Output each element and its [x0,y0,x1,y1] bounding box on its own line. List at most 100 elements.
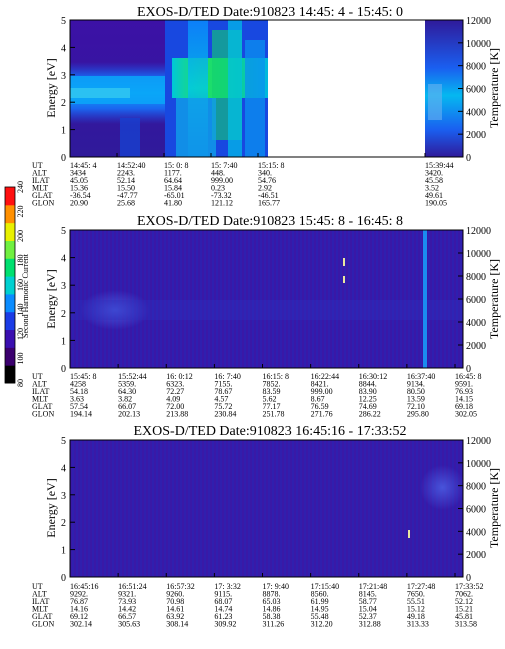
y2-tick-label: 4000 [466,318,486,329]
eph-row-label: MLT [32,605,48,614]
eph-cell: 302.05 [455,410,477,419]
y2-tick-label: 0 [466,573,471,584]
eph-cell: 75.72 [214,402,232,411]
eph-cell: 16:45:16 [70,582,98,591]
eph-row-label: ILAT [32,387,49,396]
eph-cell: -46.51 [258,191,279,200]
y2-axis-label: Temperature [K] [487,259,501,339]
eph-cell: 9115. [214,590,232,599]
eph-cell: 15.12 [407,605,425,614]
y2-tick-label: 2000 [466,550,486,561]
y-tick-label: 3 [61,281,66,292]
colorbar-tick-label: 100 [16,353,25,365]
eph-cell: 3420. [425,169,443,178]
eph-cell: 63.92 [166,612,184,621]
eph-cell: 14.15 [455,395,473,404]
eph-cell: 74.69 [359,402,377,411]
eph-cell: 17:21:48 [359,582,387,591]
eph-cell: 52.14 [117,176,135,185]
eph-cell: 230.84 [214,410,236,419]
eph-cell: 73.93 [118,597,136,606]
eph-cell: 15: 0: 8 [164,161,188,170]
eph-cell: 308.14 [166,620,188,629]
eph-cell: 202.13 [118,410,140,419]
y-tick-label: 5 [61,436,66,447]
eph-cell: 312.88 [359,620,381,629]
eph-cell: 190.05 [425,199,447,208]
eph-row-label: GLAT [32,402,53,411]
eph-cell: 16:57:32 [166,582,194,591]
spectrogram-image [70,20,463,157]
y2-tick-label: 10000 [466,249,491,260]
y-tick-label: 0 [61,153,66,164]
eph-cell: 76.93 [455,387,473,396]
y-tick-label: 3 [61,71,66,82]
eph-cell: 309.92 [214,620,236,629]
y-tick-label: 2 [61,98,66,109]
eph-cell: 251.78 [263,410,285,419]
eph-cell: 313.33 [407,620,429,629]
colorbar-tick-label: 240 [16,181,25,193]
eph-cell: 77.17 [263,402,281,411]
eph-cell: 15.21 [455,605,473,614]
eph-cell: 57.54 [70,402,88,411]
eph-cell: 65.03 [263,597,281,606]
eph-cell: 313.58 [455,620,477,629]
eph-cell: 58.38 [263,612,281,621]
eph-cell: 2.92 [258,184,272,193]
eph-cell: 14.74 [214,605,232,614]
eph-cell: 194.14 [70,410,92,419]
colorbar-tick-label: 220 [16,206,25,218]
eph-cell: 83.59 [263,387,281,396]
eph-cell: 7155. [214,380,232,389]
ephemeris-table: UTALTILATMLTGLATGLON16:45:169292.76.8714… [32,582,483,629]
eph-cell: 17:15:40 [311,582,339,591]
eph-cell: 8421. [311,380,329,389]
eph-cell: 9292. [70,590,88,599]
y-tick-label: 2 [61,309,66,320]
colorbar-segment [5,204,15,224]
y-tick-label: 1 [61,126,66,137]
eph-cell: 55.51 [407,597,425,606]
eph-cell: 14:45: 4 [70,161,96,170]
eph-cell: 121.12 [211,199,233,208]
y-tick-label: 5 [61,226,66,237]
panel-3: EXOS-D/TED Date:910823 16:45:16 - 17:33:… [32,424,501,629]
axis-ticks: 0 1 2 3 4 5 0 2000 4000 6000 8000 10000 12000 [61,436,491,584]
eph-cell: 58.77 [359,597,377,606]
eph-cell: 6323. [166,380,184,389]
eph-cell: 14.86 [263,605,281,614]
y-tick-label: 3 [61,491,66,502]
eph-cell: -36.54 [70,191,91,200]
eph-row-label: ALT [32,380,47,389]
eph-cell: 78.67 [214,387,232,396]
eph-cell: 52.37 [359,612,377,621]
eph-cell: 20.90 [70,199,88,208]
colorbar-segment [5,276,15,295]
eph-cell: 271.76 [311,410,333,419]
eph-row-label: UT [32,161,43,170]
eph-cell: 41.80 [164,199,182,208]
y2-tick-label: 10000 [466,459,491,470]
eph-row-label: GLON [32,620,54,629]
eph-cell: 80.50 [407,387,425,396]
eph-cell: -65.01 [164,191,185,200]
eph-cell: 16:22:44 [311,372,339,381]
eph-cell: 4.09 [166,395,180,404]
eph-cell: 15:15: 8 [258,161,284,170]
eph-cell: 999.00 [211,176,233,185]
eph-cell: 9591. [455,380,473,389]
colorbar-tick-label: 180 [16,255,25,267]
eph-cell: 1177. [164,169,182,178]
spectrogram-image [70,230,463,368]
eph-cell: 15:52:44 [118,372,146,381]
eph-cell: 999.00 [311,387,333,396]
eph-row-label: ALT [32,169,47,178]
eph-cell: 12.25 [359,395,377,404]
y2-tick-label: 6000 [466,505,486,516]
colorbar-tick-label: 200 [16,230,25,242]
eph-cell: 16: 0:12 [166,372,192,381]
eph-cell: 286.22 [359,410,381,419]
eph-cell: 16:30:12 [359,372,387,381]
y-axis-label: Energy [eV] [44,58,58,117]
